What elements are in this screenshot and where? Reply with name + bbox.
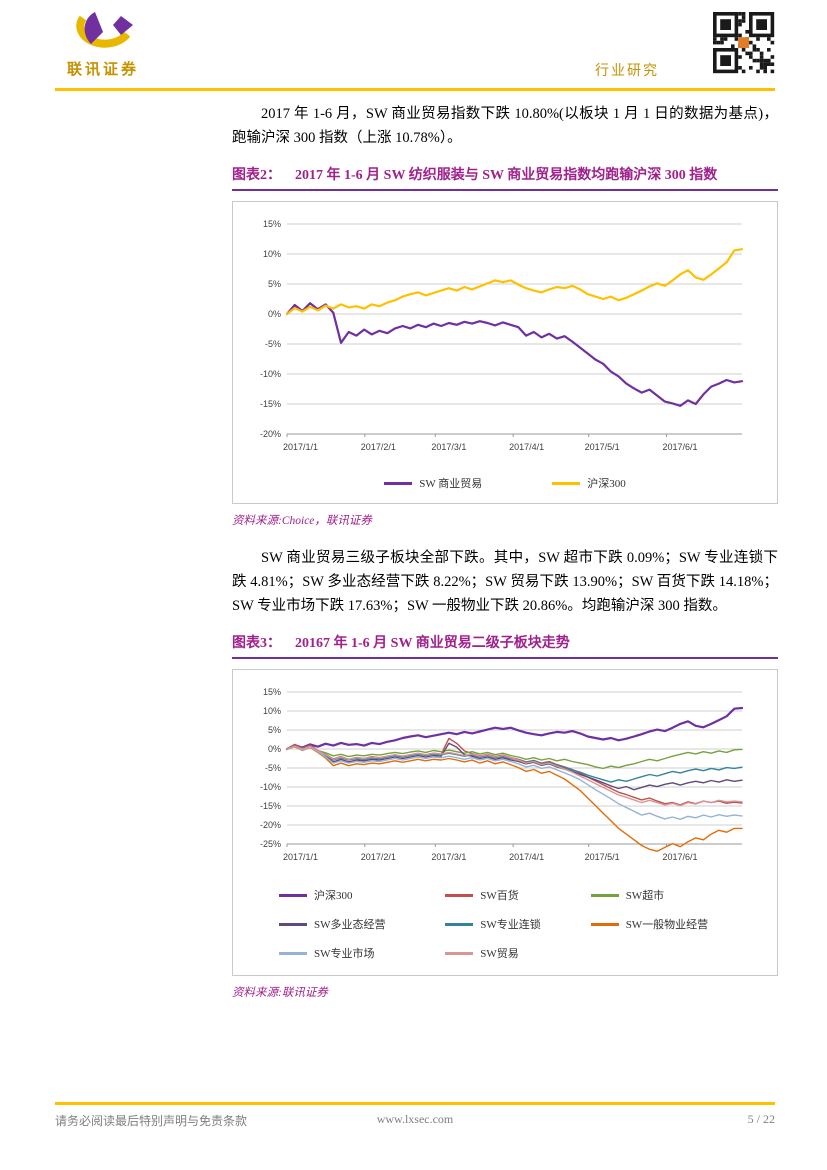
series-line	[286, 742, 743, 791]
series-line	[286, 745, 743, 770]
legend-label: SW超市	[625, 890, 665, 902]
figure-2-chart: 15% 10% 5% 0% -5% -10% -15% -20% 2017/1/1 2017/2/…	[232, 201, 778, 504]
series-line	[285, 248, 744, 316]
page-footer: 请务必阅读最后特别声明与免责条款 www.lxsec.com 5 / 22	[55, 1112, 775, 1129]
legend-label: SW一般物业经营	[625, 919, 709, 931]
x-tick-label: 2017/5/1	[585, 852, 620, 862]
figure-3-plot-area: 15% 10% 5% 0% -5% -10% -15% -20% -25% 2017/1/1 201…	[239, 680, 771, 875]
figure-3-source: 资料来源:联讯证券	[232, 987, 328, 999]
legend-marker	[445, 951, 474, 955]
y-tick-label: -15%	[260, 399, 281, 409]
x-tick-label: 2017/2/1	[361, 442, 396, 452]
figure-2-legend: SW 商业贸易 沪深300	[239, 475, 771, 491]
y-tick-label: 15%	[263, 687, 281, 697]
y-tick-label: 0%	[268, 744, 281, 754]
y-tick-label: -15%	[260, 801, 281, 811]
footer-divider	[55, 1102, 775, 1105]
y-tick-label: -5%	[265, 763, 281, 773]
legend-label: SW多业态经营	[314, 919, 386, 931]
legend-label: SW 商业贸易	[419, 478, 483, 490]
legend-marker	[384, 481, 413, 485]
figure-3-chart: 15% 10% 5% 0% -5% -10% -15% -20% -25% 2017/1/1 201…	[232, 669, 778, 976]
x-tick-label: 2017/6/1	[662, 852, 697, 862]
x-tick-label: 2017/3/1	[431, 442, 466, 452]
legend-marker	[445, 922, 474, 926]
footer-disclaimer: 请务必阅读最后特别声明与免责条款	[55, 1114, 248, 1128]
figure-2-source: 资料来源:Choice，联讯证券	[232, 515, 372, 527]
figure-2-title: 2017 年 1-6 月 SW 纺织服装与 SW 商业贸易指数均跑输沪深 300…	[295, 168, 718, 183]
series-line	[286, 745, 743, 807]
figure-3-legend: 沪深300 SW百货 SW超市 SW多业态经营 SW专业连锁 SW一般物业经营 SW专业市场…	[239, 883, 771, 967]
y-tick-label: -20%	[260, 820, 281, 830]
legend-item: SW超市	[590, 887, 751, 903]
y-tick-label: 5%	[268, 725, 281, 735]
figure-3-heading: 图表3： 20167 年 1-6 月 SW 商业贸易二级子板块走势	[232, 632, 778, 659]
x-tick-label: 2017/4/1	[509, 442, 544, 452]
report-body: 2017 年 1-6 月，SW 商业贸易指数下跌 10.80%(以板块 1 月 …	[232, 102, 778, 1000]
logo-mark-icon	[76, 12, 133, 48]
y-tick-label: -25%	[260, 839, 281, 849]
page-number: 5 / 22	[747, 1112, 775, 1126]
legend-label: SW贸易	[480, 948, 519, 960]
x-tick-label: 2017/4/1	[509, 852, 544, 862]
chart-canvas: 15% 10% 5% 0% -5% -10% -15% -20% -25%2017/1/1 201…	[260, 687, 744, 862]
qr-code	[713, 12, 775, 74]
legend-item: SW专业市场	[279, 945, 439, 961]
y-tick-label: 5%	[268, 279, 281, 289]
series-line	[285, 706, 744, 751]
company-logo: 联讯证券	[55, 8, 175, 79]
legend-item: SW多业态经营	[279, 916, 439, 932]
qr-code-image	[713, 12, 775, 74]
legend-marker	[445, 893, 474, 897]
figure-2-heading: 图表2： 2017 年 1-6 月 SW 纺织服装与 SW 商业贸易指数均跑输沪深…	[232, 164, 778, 191]
legend-label: 沪深300	[587, 478, 626, 490]
legend-marker	[279, 922, 307, 926]
legend-marker	[279, 893, 307, 897]
x-tick-label: 2017/2/1	[361, 852, 396, 862]
legend-marker	[279, 951, 307, 955]
legend-label: SW专业连锁	[480, 919, 541, 931]
legend-label: SW百货	[480, 890, 519, 902]
legend-marker	[552, 481, 581, 485]
legend-item: SW一般物业经营	[590, 916, 751, 932]
y-tick-label: -20%	[260, 429, 281, 439]
y-tick-label: -10%	[260, 369, 281, 379]
x-tick-label: 2017/3/1	[431, 852, 466, 862]
y-tick-label: 10%	[263, 706, 281, 716]
legend-label: 沪深300	[314, 890, 353, 902]
brand-name: 联讯证券	[66, 62, 139, 78]
x-tick-label: 2017/5/1	[585, 442, 620, 452]
header-divider	[55, 88, 775, 91]
legend-marker	[590, 893, 619, 897]
legend-item: 沪深300	[279, 887, 439, 903]
figure-2-plot-area: 15% 10% 5% 0% -5% -10% -15% -20% 2017/1/1 2017/2/…	[239, 212, 771, 465]
x-tick-label: 2017/1/1	[283, 852, 318, 862]
paragraph-1: 2017 年 1-6 月，SW 商业贸易指数下跌 10.80%(以板块 1 月 …	[232, 106, 778, 146]
legend-item: SW百货	[445, 887, 584, 903]
figure-3-label: 图表3：	[232, 636, 281, 651]
series-line	[286, 745, 743, 852]
y-tick-label: -10%	[260, 782, 281, 792]
legend-marker	[590, 922, 619, 926]
legend-item: 沪深300	[552, 475, 626, 491]
x-tick-label: 2017/6/1	[662, 442, 697, 452]
series-line	[286, 745, 743, 821]
report-category: 行业研究	[595, 64, 659, 79]
chart-canvas: 15% 10% 5% 0% -5% -10% -15% -20%2017/1/1 2017/2/…	[260, 219, 744, 452]
footer-website: www.lxsec.com	[376, 1112, 454, 1126]
figure-2-label: 图表2：	[232, 168, 281, 183]
legend-label: SW专业市场	[314, 948, 375, 960]
y-tick-label: 10%	[263, 249, 281, 259]
legend-item: SW专业连锁	[445, 916, 584, 932]
legend-item: SW贸易	[445, 945, 584, 961]
legend-item: SW 商业贸易	[384, 475, 482, 491]
x-tick-label: 2017/1/1	[283, 442, 318, 452]
y-tick-label: 15%	[263, 219, 281, 229]
series-line	[285, 302, 744, 407]
y-tick-label: -5%	[265, 339, 281, 349]
figure-3-title: 20167 年 1-6 月 SW 商业贸易二级子板块走势	[295, 636, 570, 651]
y-tick-label: 0%	[268, 309, 281, 319]
paragraph-2: SW 商业贸易三级子板块全部下跌。其中，SW 超市下跌 0.09%；SW 专业连…	[232, 550, 778, 614]
